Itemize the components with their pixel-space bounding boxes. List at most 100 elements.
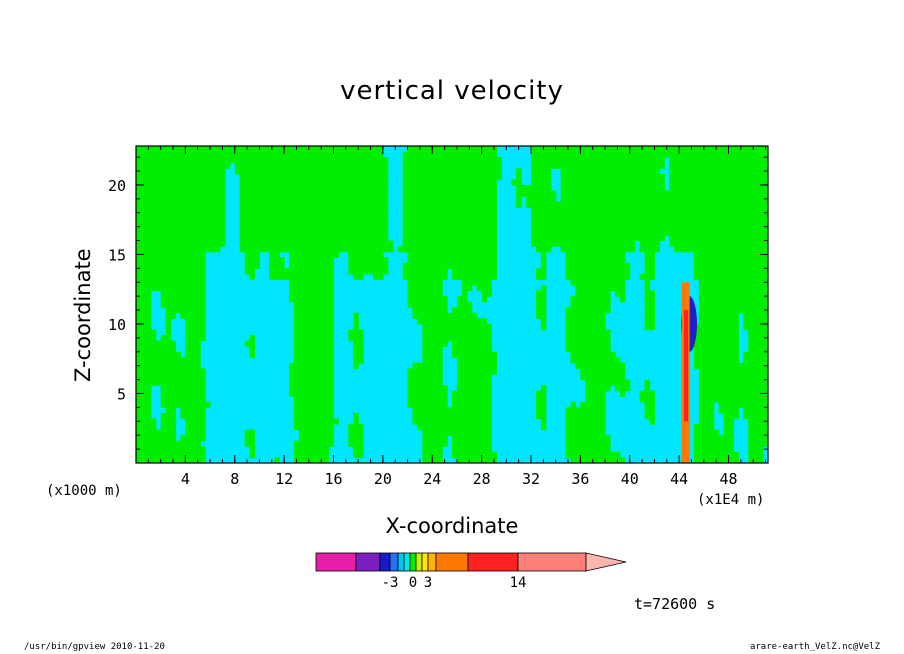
- updraft-cell: [442, 251, 448, 258]
- updraft-cell: [353, 257, 359, 264]
- updraft-cell: [570, 312, 577, 320]
- updraft-cell: [585, 190, 591, 197]
- updraft-cell: [368, 157, 374, 164]
- updraft-cell: [590, 374, 596, 381]
- updraft-cell: [674, 184, 680, 192]
- updraft-cell: [422, 240, 428, 247]
- updraft-cell: [738, 374, 744, 381]
- updraft-cell: [175, 257, 182, 264]
- updraft-cell: [733, 340, 739, 347]
- updraft-cell: [165, 223, 172, 231]
- updraft-cell: [368, 190, 374, 197]
- updraft-cell: [748, 435, 754, 442]
- updraft-cell: [540, 196, 547, 203]
- updraft-cell: [753, 251, 759, 258]
- updraft-cell: [540, 212, 547, 219]
- updraft-cell: [733, 385, 739, 392]
- updraft-cell: [136, 374, 142, 381]
- updraft-cell: [555, 207, 562, 214]
- updraft-cell: [185, 407, 191, 414]
- updraft-cell: [298, 374, 305, 381]
- updraft-cell: [140, 301, 147, 308]
- updraft-cell: [333, 201, 340, 208]
- updraft-cell: [708, 424, 715, 431]
- updraft-cell: [289, 368, 295, 375]
- updraft-cell: [442, 262, 448, 269]
- updraft-cell: [738, 396, 744, 403]
- updraft-cell: [343, 173, 349, 180]
- updraft-cell: [634, 207, 641, 214]
- updraft-cell: [629, 151, 636, 158]
- updraft-cell: [713, 268, 720, 275]
- updraft-cell: [590, 396, 596, 403]
- updraft-cell: [748, 279, 754, 286]
- updraft-cell: [540, 229, 547, 236]
- updraft-cell: [348, 268, 354, 275]
- updraft-cell: [728, 346, 735, 353]
- updraft-cell: [353, 435, 359, 442]
- updraft-cell: [461, 179, 468, 186]
- updraft-cell: [303, 335, 310, 342]
- updraft-cell: [481, 168, 488, 175]
- updraft-cell: [200, 318, 206, 325]
- updraft-cell: [580, 146, 586, 153]
- updraft-cell: [624, 262, 631, 269]
- updraft-cell: [205, 168, 211, 175]
- updraft-cell: [190, 296, 196, 303]
- updraft-cell: [600, 179, 606, 186]
- updraft-cell: [136, 157, 142, 164]
- updraft-cell: [753, 401, 759, 408]
- updraft-cell: [531, 162, 537, 169]
- updraft-cell: [763, 323, 768, 331]
- updraft-cell: [738, 190, 744, 197]
- updraft-cell: [298, 257, 305, 264]
- updraft-cell: [713, 446, 720, 453]
- updraft-cell: [531, 223, 537, 231]
- updraft-cell: [753, 184, 759, 192]
- updraft-cell: [155, 362, 162, 370]
- updraft-cell: [195, 379, 201, 386]
- updraft-cell: [422, 351, 428, 358]
- updraft-cell: [195, 357, 201, 364]
- updraft-cell: [654, 190, 660, 197]
- updraft-cell: [279, 151, 285, 158]
- updraft-cell: [728, 296, 735, 303]
- footer-program-date: /usr/bin/gpview 2010-11-20: [24, 642, 165, 652]
- updraft-cell: [165, 374, 172, 381]
- updraft-cell: [160, 351, 167, 358]
- updraft-cell: [210, 223, 216, 231]
- updraft-cell: [649, 301, 656, 308]
- updraft-cell: [219, 207, 226, 214]
- updraft-cell: [575, 429, 581, 436]
- updraft-cell: [718, 396, 725, 403]
- updraft-cell: [600, 184, 606, 192]
- updraft-cell: [679, 162, 685, 169]
- updraft-cell: [358, 146, 364, 153]
- updraft-cell: [595, 374, 601, 381]
- updraft-cell: [412, 173, 419, 180]
- updraft-cell: [481, 196, 488, 203]
- updraft-cell: [417, 262, 423, 269]
- updraft-cell: [600, 401, 606, 408]
- updraft-cell: [136, 207, 142, 214]
- updraft-cell: [743, 385, 749, 392]
- updraft-cell: [531, 196, 537, 203]
- colorbar-segment: [435, 552, 469, 572]
- updraft-cell: [160, 268, 167, 275]
- updraft-cell: [466, 340, 473, 347]
- updraft-cell: [323, 385, 330, 392]
- updraft-cell: [180, 212, 186, 219]
- updraft-cell: [619, 173, 626, 180]
- updraft-cell: [466, 151, 473, 158]
- updraft-cell: [363, 218, 369, 225]
- updraft-cell: [570, 223, 577, 231]
- updraft-cell: [703, 318, 710, 325]
- updraft-cell: [373, 257, 379, 264]
- updraft-cell: [249, 212, 256, 219]
- updraft-cell: [481, 285, 488, 292]
- updraft-cell: [733, 207, 739, 214]
- updraft-cell: [180, 307, 186, 314]
- updraft-cell: [190, 229, 196, 236]
- updraft-cell: [200, 301, 206, 308]
- updraft-cell: [215, 146, 221, 153]
